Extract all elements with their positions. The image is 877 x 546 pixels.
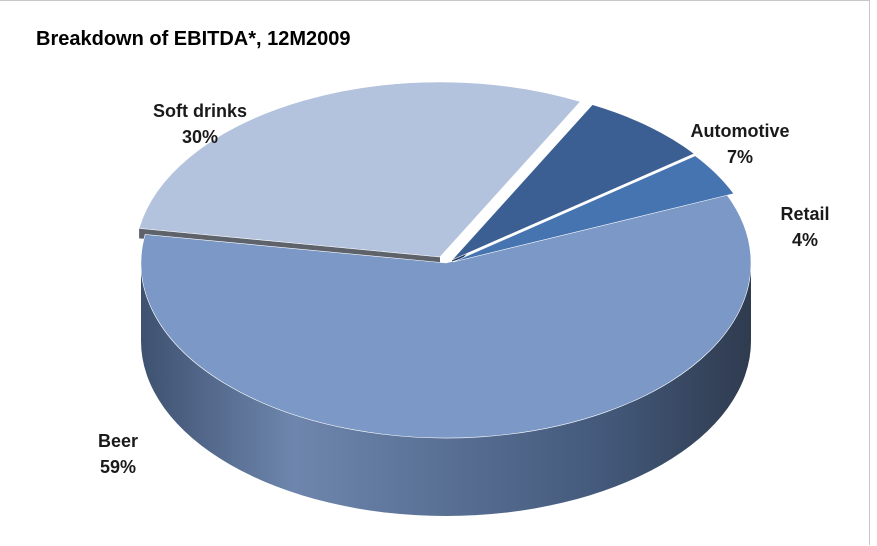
data-label-name-beer: Beer [98,431,138,451]
data-label-name-soft-drinks: Soft drinks [153,101,247,121]
data-label-name-retail: Retail [780,204,829,224]
slice-layer [138,81,752,516]
slice-retail [452,155,735,263]
data-label-value-beer: 59% [100,457,136,477]
data-label-automotive: Automotive 7% [691,121,790,167]
data-label-soft-drinks: Soft drinks 30% [153,101,247,147]
data-label-value-automotive: 7% [727,147,753,167]
slice-side-beer [141,263,751,516]
label-layer: Beer 59% Soft drinks 30% Automotive 7% Retail 4… [98,101,830,477]
data-label-retail: Retail 4% [780,204,829,250]
chart-title: Breakdown of EBITDA*, 12M2009 [36,28,351,50]
data-label-beer: Beer 59% [98,431,138,477]
slice-beer [140,194,752,439]
data-label-value-soft-drinks: 30% [182,127,218,147]
slice-automotive [451,104,695,261]
data-label-name-automotive: Automotive [691,121,790,141]
slice-soft-drinks [138,81,581,258]
data-label-value-retail: 4% [792,230,818,250]
